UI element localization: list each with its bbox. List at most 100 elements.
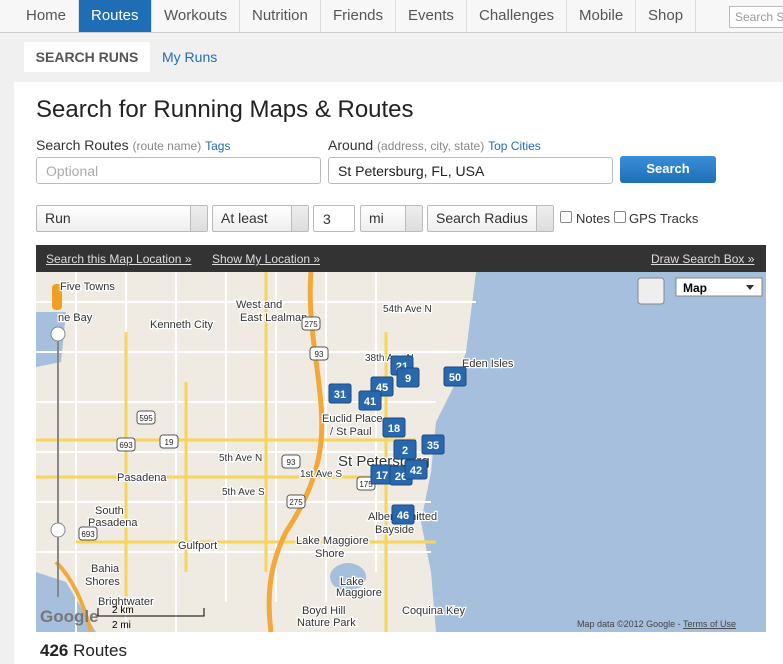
nav-item[interactable]: Challenges	[467, 0, 568, 32]
map-label: Pasadena	[117, 472, 167, 484]
marker-pin	[443, 366, 467, 387]
road-shield-label: 93	[315, 350, 324, 359]
attribution: Map data ©2012 Google - Terms of Use	[577, 619, 736, 629]
select[interactable]: At least	[212, 205, 309, 232]
map-toolbar: Search this Map Location » Show My Locat…	[36, 245, 766, 272]
label: Around	[328, 137, 374, 153]
route-marker[interactable]: 42	[404, 459, 428, 480]
map-label: Euclid Place	[322, 413, 383, 425]
road-shield-label: 693	[119, 441, 133, 450]
map-label: 5th Ave N	[219, 453, 262, 464]
marker-number: 26	[395, 471, 407, 483]
road-shield-label: 693	[81, 530, 95, 539]
count: 426	[40, 641, 69, 660]
marker-number: 50	[449, 372, 461, 384]
map-label: Maggiore	[336, 587, 382, 599]
map-type[interactable]: Map	[683, 281, 707, 295]
nav-item[interactable]: Mobile	[567, 0, 637, 32]
route-input[interactable]: Optional	[36, 157, 321, 184]
nav-item[interactable]: Workouts	[152, 0, 241, 32]
route-marker[interactable]: 41	[358, 390, 382, 411]
route-marker[interactable]: 2	[393, 439, 417, 460]
marker-number: 9	[405, 373, 411, 385]
nav-item[interactable]: Routes	[79, 0, 152, 32]
map-label: West and	[236, 299, 282, 311]
terms-link[interactable]: Terms of Use	[683, 619, 736, 629]
road-shield	[116, 437, 136, 452]
toolbar-link[interactable]: Show My Location »	[212, 252, 321, 266]
map-label: / St Paul	[330, 426, 372, 438]
nav-item[interactable]: Home	[14, 0, 80, 32]
map-label: 1st Ave S	[300, 469, 342, 480]
road-shield-label: 93	[287, 458, 296, 467]
road-shield-label: 275	[304, 320, 318, 329]
hint: (route name)	[132, 139, 202, 153]
distance-input[interactable]: 3	[313, 205, 355, 232]
road-shield	[309, 346, 329, 361]
hint: (address, city, state)	[377, 139, 485, 153]
marker-pin	[382, 417, 406, 438]
tab[interactable]: SEARCH RUNS	[24, 42, 150, 72]
select[interactable]: mi	[360, 205, 423, 232]
map-label: Brightwater	[98, 596, 154, 608]
marker-pin	[393, 439, 417, 460]
road-shield-label: 175	[359, 480, 373, 489]
marker-pin	[421, 434, 445, 455]
site-search[interactable]: Search S	[729, 6, 783, 28]
search-button[interactable]: Search	[620, 156, 716, 183]
route-marker[interactable]: 46	[391, 504, 415, 525]
checkbox[interactable]	[614, 211, 626, 223]
toolbar-link[interactable]: Search this Map Location »	[46, 252, 192, 266]
map-label: Bahia	[91, 563, 120, 575]
nav-item[interactable]: Nutrition	[240, 0, 321, 32]
marker-pin	[328, 383, 352, 404]
map-label: Boyd Hill	[302, 605, 345, 617]
page-title: Search for Running Maps & Routes	[36, 96, 414, 123]
map-label: Shores	[85, 576, 120, 588]
marker-number: 31	[334, 389, 346, 401]
map-logo: Google	[40, 607, 99, 626]
checkbox-label: GPS Tracks	[629, 211, 699, 226]
nav-item[interactable]: Friends	[321, 0, 397, 32]
map-label: Nature Park	[297, 617, 356, 629]
route-marker[interactable]: 9	[396, 367, 420, 388]
map-label: South	[95, 505, 124, 517]
location-input[interactable]: St Petersburg, FL, USA	[328, 157, 613, 184]
marker-pin	[391, 504, 415, 525]
map-label: Five Towns	[60, 281, 115, 293]
road-shield-label: 275	[289, 498, 303, 507]
map-label: Gulfport	[178, 540, 217, 552]
count-label: Routes	[73, 641, 127, 660]
road-shield	[281, 454, 301, 469]
label: Search Routes	[36, 137, 129, 153]
road-shield	[301, 316, 321, 331]
map-label: Shore	[315, 548, 344, 560]
route-marker[interactable]: 50	[443, 366, 467, 387]
marker-number: 35	[427, 440, 439, 452]
nav-item[interactable]: Events	[396, 0, 467, 32]
road-shield	[78, 526, 98, 541]
road-shield-label: 595	[139, 414, 153, 423]
road-shield	[136, 410, 156, 425]
nav-item[interactable]: Shop	[636, 0, 697, 32]
map-label: East Lealman	[240, 312, 307, 324]
route-marker[interactable]: 18	[382, 417, 406, 438]
select[interactable]: Search Radius	[427, 205, 554, 232]
link[interactable]: Top Cities	[488, 139, 541, 153]
map-label: Bayside	[375, 524, 414, 536]
select[interactable]: Run	[36, 205, 208, 232]
checkbox[interactable]	[560, 211, 572, 223]
map-label: Lake Maggiore	[296, 535, 369, 547]
map-label: Pasadena	[88, 517, 138, 529]
link[interactable]: Tags	[205, 139, 231, 153]
route-marker[interactable]: 35	[421, 434, 445, 455]
marker-number: 18	[388, 423, 400, 435]
route-marker[interactable]: 31	[328, 383, 352, 404]
route-marker[interactable]: 17	[370, 464, 394, 485]
toolbar-link[interactable]: Draw Search Box »	[651, 252, 755, 266]
field-label: Around (address, city, state) Top Cities	[328, 137, 541, 153]
tab[interactable]: My Runs	[162, 49, 218, 65]
marker-pin	[404, 459, 428, 480]
